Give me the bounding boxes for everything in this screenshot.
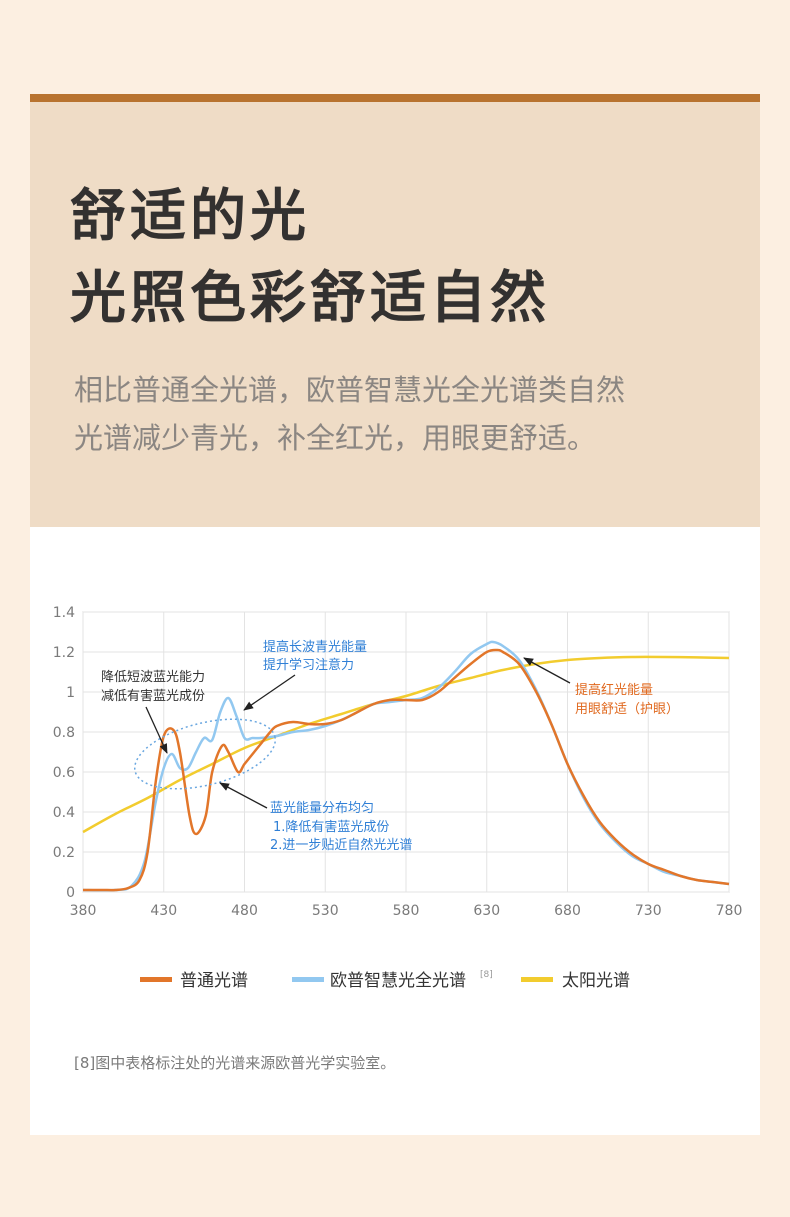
legend-label-normal: 普通光谱	[180, 971, 248, 991]
footnote: [8]图中表格标注处的光谱来源欧普光学实验室。	[74, 1054, 396, 1072]
title-line2: 光照色彩舒适自然	[70, 266, 550, 331]
legend-label-sun: 太阳光谱	[562, 971, 630, 991]
x-tick-label: 780	[716, 903, 743, 919]
grid-lines	[82, 611, 730, 893]
y-tick-label: 1.2	[53, 645, 75, 661]
top-accent-bar	[30, 94, 760, 102]
y-tick-label: 0	[66, 885, 75, 901]
annotation-cyan-line1: 提高长波青光能量	[263, 639, 367, 655]
x-tick-label: 380	[70, 903, 97, 919]
legend-swatch-opple	[292, 977, 324, 982]
series-line-normal	[82, 648, 730, 892]
series-lines	[82, 640, 730, 892]
series-line-sun	[82, 655, 730, 834]
y-tick-label: 1	[66, 685, 75, 701]
spectrum-chart: 0 0.2 0.4 0.6 0.8 1 1.2 1.4 380 430 480 …	[53, 605, 743, 991]
legend: 普通光谱 欧普智慧光全光谱 [8] 太阳光谱	[140, 970, 630, 991]
annotation-bluelight-line2: 减低有害蓝光成份	[101, 688, 205, 704]
title-line1: 舒适的光	[70, 184, 310, 249]
x-tick-label: 680	[554, 903, 581, 919]
x-tick-label: 730	[635, 903, 662, 919]
annotation-even-line2: 1.降低有害蓝光成份	[273, 819, 389, 835]
y-tick-label: 0.6	[53, 765, 75, 781]
annotation-even-arrow	[219, 782, 268, 809]
chart-panel: 0 0.2 0.4 0.6 0.8 1 1.2 1.4 380 430 480 …	[30, 527, 760, 1135]
x-axis: 380 430 480 530 580 630 680 730 780	[70, 903, 743, 919]
legend-swatch-normal	[140, 977, 172, 982]
description-line2: 光谱减少青光，补全红光，用眼更舒适。	[74, 421, 597, 455]
y-tick-label: 1.4	[53, 605, 75, 621]
x-tick-label: 430	[150, 903, 177, 919]
annotation-red-arrow	[523, 657, 571, 684]
legend-footnote-marker: [8]	[480, 970, 493, 980]
annotation-even-line3: 2.进一步贴近自然光光谱	[270, 837, 412, 853]
x-tick-label: 530	[312, 903, 339, 919]
x-tick-label: 630	[473, 903, 500, 919]
annotation-bluelight-line1: 降低短波蓝光能力	[101, 670, 205, 685]
legend-swatch-sun	[521, 977, 553, 982]
annotation-red-line2: 用眼舒适（护眼）	[575, 702, 679, 717]
annotation-cyan-line2: 提升学习注意力	[263, 657, 354, 673]
annotation-red-line1: 提高红光能量	[575, 682, 653, 698]
description-line1: 相比普通全光谱，欧普智慧光全光谱类自然	[74, 373, 626, 407]
annotation-cyan-arrow	[243, 674, 296, 711]
y-tick-label: 0.4	[53, 805, 75, 821]
y-tick-label: 0.8	[53, 725, 75, 741]
x-tick-label: 580	[393, 903, 420, 919]
x-tick-label: 480	[231, 903, 258, 919]
annotation-bluelight-arrow	[145, 706, 168, 754]
header-panel: 舒适的光 光照色彩舒适自然 相比普通全光谱，欧普智慧光全光谱类自然 光谱减少青光…	[30, 102, 760, 527]
y-tick-label: 0.2	[53, 845, 75, 861]
y-axis: 0 0.2 0.4 0.6 0.8 1 1.2 1.4	[53, 605, 75, 901]
annotation-even-line1: 蓝光能量分布均匀	[270, 801, 374, 816]
blue-light-highlight-ellipse	[133, 718, 277, 790]
legend-label-opple: 欧普智慧光全光谱	[330, 971, 466, 991]
